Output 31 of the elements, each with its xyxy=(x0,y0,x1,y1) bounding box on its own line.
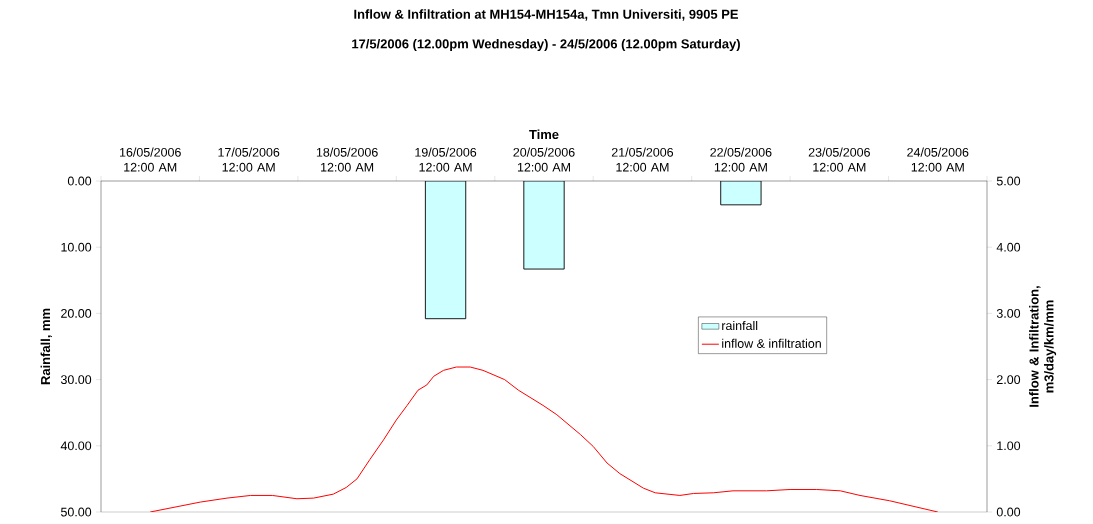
x-tick-label: 22/05/2006 12:00 AM xyxy=(710,147,772,172)
x-tick-label: 17/05/2006 12:00 AM xyxy=(218,147,280,172)
y2-tick-label: 0.00 xyxy=(996,507,1021,517)
x-tick-label: 21/05/2006 12:00 AM xyxy=(611,147,674,172)
y2-tick-label: 2.00 xyxy=(996,375,1021,385)
x-tick-label: 23/05/2006 12:00 AM xyxy=(808,147,870,172)
y2-tick-label: 3.00 xyxy=(996,309,1021,318)
y-tick-label: 0.00 xyxy=(67,176,92,186)
y-tick-label: 10.00 xyxy=(61,242,92,252)
y2-tick-label: 1.00 xyxy=(997,441,1021,451)
y-tick-label: 40.00 xyxy=(60,441,92,451)
y2-tick-label: 5.00 xyxy=(996,176,1021,186)
legend-label: rainfall xyxy=(722,320,758,331)
y-tick-label: 20.00 xyxy=(61,309,92,318)
chart-subtitle: 17/5/2006 (12.00pm Wednesday) - 24/5/2006 (12.00pm Saturday) xyxy=(352,38,740,52)
bar xyxy=(523,181,565,270)
x-tick-label: 16/05/2006 12:00 AM xyxy=(120,147,181,172)
y-tick-label: 50.00 xyxy=(60,507,92,517)
y2-tick-label: 4.00 xyxy=(996,242,1021,252)
x-tick-label: 24/05/2006 12:00 AM xyxy=(907,147,969,172)
x-tick-label: 19/05/2006 12:00 AM xyxy=(415,147,477,172)
legend-label: inflow & infiltration xyxy=(722,338,821,348)
y-tick-label: 30.00 xyxy=(60,375,92,385)
y-axis-title: Rainfall, mm xyxy=(40,308,52,385)
line-series xyxy=(149,366,939,512)
chart-title: Inflow & Infiltration at MH154-MH154a, Tmn Universiti, 9905 PE xyxy=(354,9,739,21)
x-axis-title: Time xyxy=(529,129,559,140)
y2-axis-title: Inflow & Infiltration, m3/day/km/mm xyxy=(1029,286,1057,407)
x-tick-label: 18/05/2006 12:00 AM xyxy=(316,147,378,172)
bar xyxy=(424,181,467,320)
x-tick-label: 20/05/2006 12:00 AM xyxy=(513,147,575,172)
